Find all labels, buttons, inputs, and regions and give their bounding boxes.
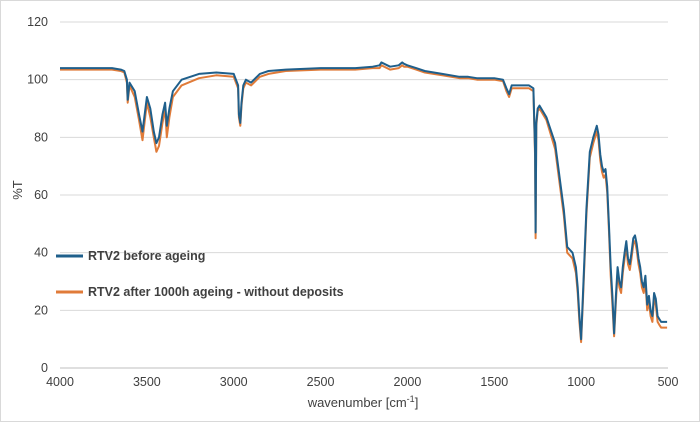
x-tick-labels: 4000 3500 3000 2500 2000 1500 1000 500 <box>46 375 678 389</box>
x-tick-label: 1500 <box>480 375 508 389</box>
legend: RTV2 before ageing RTV2 after 1000h agei… <box>56 249 344 299</box>
x-axis-title: wavenumber [cm-1] <box>307 394 419 410</box>
x-axis-title-sup: -1 <box>407 394 415 404</box>
x-axis-title-main: wavenumber [cm <box>307 395 407 410</box>
x-tick-label: 4000 <box>46 375 74 389</box>
x-tick-label: 2000 <box>394 375 422 389</box>
series-line-after-ageing <box>60 64 668 344</box>
y-tick-label: 20 <box>34 303 48 317</box>
y-axis-title: %T <box>10 180 25 200</box>
y-tick-label: 100 <box>27 73 48 87</box>
y-tick-label: 40 <box>34 246 48 260</box>
x-tick-label: 2500 <box>307 375 335 389</box>
y-tick-label: 60 <box>34 188 48 202</box>
series-lines <box>60 61 668 344</box>
x-tick-label: 500 <box>658 375 679 389</box>
gridlines <box>60 21 668 369</box>
legend-label-after: RTV2 after 1000h ageing - without deposi… <box>88 285 344 299</box>
x-tick-label: 3500 <box>133 375 161 389</box>
legend-label-before: RTV2 before ageing <box>88 249 205 263</box>
series-line-before-ageing <box>60 61 668 341</box>
y-tick-label: 0 <box>41 361 48 375</box>
x-axis-title-end: ] <box>415 395 419 410</box>
x-tick-label: 1000 <box>567 375 595 389</box>
y-tick-labels: 0 20 40 60 80 100 120 <box>27 15 48 375</box>
x-tick-label: 3000 <box>220 375 248 389</box>
y-tick-label: 80 <box>34 130 48 144</box>
y-tick-label: 120 <box>27 15 48 29</box>
